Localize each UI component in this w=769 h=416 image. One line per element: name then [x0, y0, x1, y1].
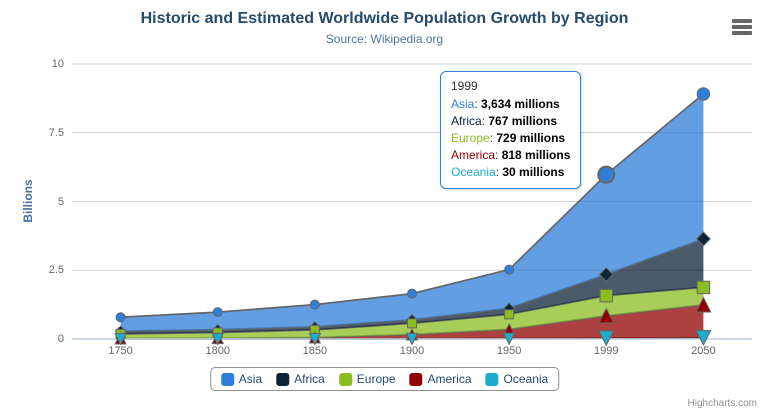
legend-item-oceania[interactable]: Oceania — [485, 372, 549, 386]
legend-item-america[interactable]: America — [409, 372, 472, 386]
marker-asia-2050[interactable] — [696, 87, 711, 101]
area-america[interactable] — [120, 304, 704, 339]
marker-oceania-1800[interactable] — [211, 332, 225, 346]
marker-oceania-1950[interactable] — [502, 332, 516, 346]
legend-label: Oceania — [503, 372, 549, 386]
x-axis-label-1950: 1950 — [496, 345, 522, 357]
marker-oceania-1900[interactable] — [405, 332, 419, 346]
area-africa[interactable] — [120, 238, 704, 334]
tooltip: 1999 Asia: 3,634 millions Africa: 767 mil… — [440, 71, 582, 189]
marker-africa-1999[interactable] — [598, 267, 614, 282]
x-axis-label-1750: 1750 — [108, 345, 133, 357]
marker-europe-2050[interactable] — [696, 280, 711, 295]
tooltip-series-value: 818 millions — [501, 148, 571, 162]
chart-title: Historic and Estimated Worldwide Populat… — [140, 10, 629, 27]
legend-item-africa[interactable]: Africa — [276, 372, 325, 386]
tooltip-series-name: America — [451, 148, 496, 162]
tooltip-series-value: 729 millions — [496, 131, 566, 145]
tooltip-series-name: Europe — [451, 131, 490, 145]
marker-europe-1900[interactable] — [407, 318, 417, 329]
tooltip-row-europe: Europe: 729 millions — [451, 131, 566, 145]
legend-swatch — [276, 372, 290, 386]
legend-swatch — [220, 372, 234, 386]
x-axis-label-1850: 1850 — [302, 345, 328, 357]
legend-item-asia[interactable]: Asia — [220, 372, 263, 386]
legend-swatch — [485, 372, 499, 386]
export-menu-button[interactable] — [728, 15, 756, 39]
tooltip-row-asia: Asia: 3,634 millions — [451, 97, 560, 111]
marker-asia-1950[interactable] — [504, 264, 515, 275]
tooltip-series-name: Africa — [451, 114, 482, 128]
x-axis-label-1800: 1800 — [205, 345, 230, 357]
tooltip-row-america: America: 818 millions — [451, 148, 571, 162]
tooltip-series-name: Asia — [451, 97, 475, 111]
y-axis-tick-label: 5 — [57, 195, 64, 208]
marker-asia-1800[interactable] — [212, 307, 223, 318]
legend-label: Asia — [238, 372, 263, 386]
tooltip-series-value: 767 millions — [488, 114, 558, 128]
marker-asia-1900[interactable] — [407, 288, 417, 299]
marker-america-2050[interactable] — [695, 296, 712, 313]
legend-swatch — [338, 372, 352, 386]
marker-america-1999[interactable] — [598, 307, 615, 324]
legend-label: Europe — [356, 372, 396, 386]
marker-asia-1750[interactable] — [115, 312, 126, 323]
tooltip-header: 1999 — [451, 79, 478, 93]
legend-label: America — [427, 372, 472, 386]
tooltip-series-value: 3,634 millions — [481, 97, 560, 111]
marker-africa-2050[interactable] — [695, 231, 711, 247]
legend-item-europe[interactable]: Europe — [338, 372, 396, 386]
x-axis-label-1999: 1999 — [594, 345, 619, 357]
tooltip-row-oceania: Oceania: 30 millions — [451, 165, 565, 179]
x-axis-label-1900: 1900 — [399, 345, 425, 357]
marker-asia-1999[interactable] — [597, 165, 616, 184]
chart-subtitle: Source: Wikipedia.org — [325, 32, 444, 46]
y-axis-tick-label: 7.5 — [48, 126, 64, 139]
tooltip-series-name: Oceania — [451, 165, 496, 179]
y-axis-tick-label: 10 — [51, 58, 64, 70]
y-axis-tick-label: 0 — [57, 333, 64, 345]
legend-swatch — [409, 372, 423, 386]
marker-oceania-1850[interactable] — [308, 332, 322, 346]
tooltip-row-africa: Africa: 767 millions — [451, 114, 558, 128]
tooltip-series-value: 30 millions — [502, 165, 565, 179]
marker-oceania-1999[interactable] — [598, 330, 615, 347]
marker-asia-1850[interactable] — [309, 299, 320, 310]
marker-europe-1999[interactable] — [599, 288, 614, 303]
marker-oceania-2050[interactable] — [695, 329, 712, 347]
credits-link[interactable]: Highcharts.com — [687, 398, 757, 409]
area-asia[interactable] — [120, 94, 704, 332]
marker-oceania-1750[interactable] — [114, 332, 127, 346]
legend: Asia Africa Europe America Oceania — [209, 367, 560, 391]
legend-label: Africa — [294, 372, 325, 386]
x-axis-label-2050: 2050 — [691, 345, 716, 357]
y-axis-tick-label: 2.5 — [48, 264, 64, 277]
marker-europe-1950[interactable] — [504, 309, 515, 320]
